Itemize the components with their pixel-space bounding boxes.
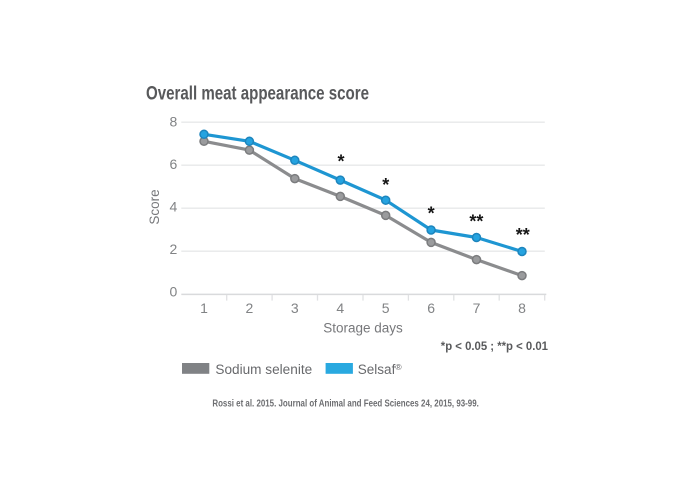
svg-text:4: 4: [170, 199, 178, 215]
svg-text:8: 8: [518, 300, 526, 316]
svg-text:3: 3: [291, 300, 299, 316]
svg-text:7: 7: [473, 300, 481, 316]
svg-text:6: 6: [427, 300, 435, 316]
svg-text:Selsaf®: Selsaf®: [358, 362, 403, 377]
svg-text:0: 0: [170, 284, 178, 300]
svg-text:2: 2: [246, 300, 254, 316]
svg-text:**: **: [516, 225, 530, 245]
svg-text:8: 8: [170, 113, 178, 129]
svg-text:*: *: [428, 203, 435, 223]
svg-text:*p < 0.05 ; **p < 0.01: *p < 0.05 ; **p < 0.01: [441, 339, 548, 353]
svg-text:Sodium selenite: Sodium selenite: [215, 362, 312, 377]
svg-text:Rossi et al. 2015. Journal of: Rossi et al. 2015. Journal of Animal and…: [212, 399, 479, 410]
svg-text:4: 4: [336, 300, 344, 316]
svg-text:**: **: [469, 212, 483, 232]
svg-text:5: 5: [382, 300, 390, 316]
svg-text:2: 2: [170, 241, 178, 257]
svg-text:1: 1: [200, 300, 208, 316]
svg-text:Overall meat appearance score: Overall meat appearance score: [146, 84, 369, 105]
svg-text:*: *: [382, 175, 389, 195]
svg-text:6: 6: [170, 156, 178, 172]
svg-text:*: *: [337, 151, 344, 171]
svg-text:Score: Score: [147, 189, 162, 224]
svg-text:Storage days: Storage days: [323, 321, 403, 336]
